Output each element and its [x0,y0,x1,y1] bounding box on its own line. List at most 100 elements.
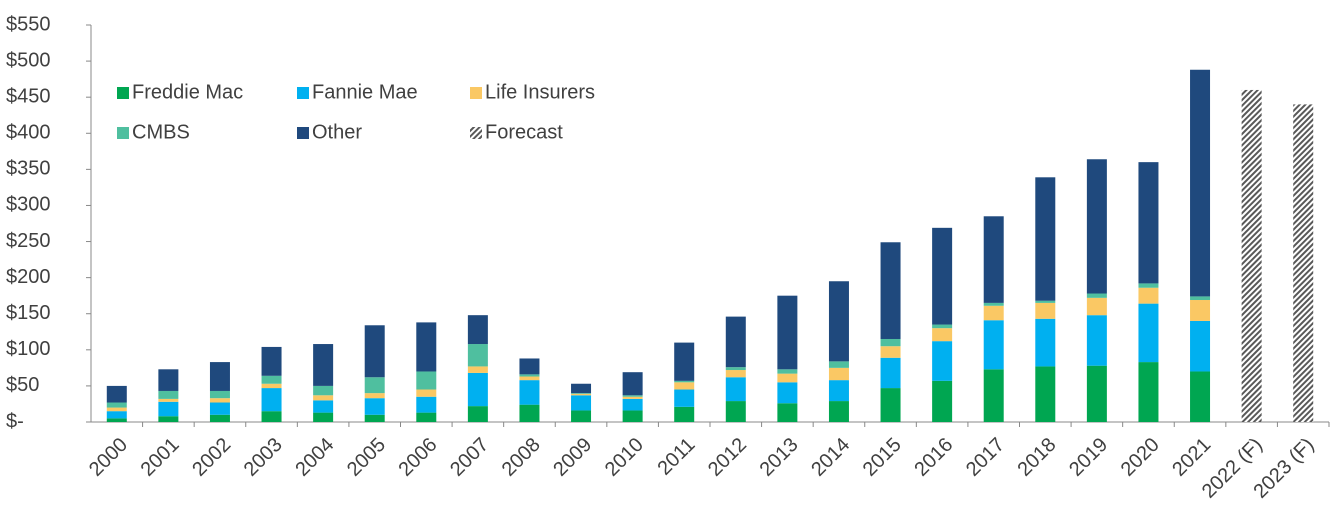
bar-segment [416,389,437,397]
bar-segment [880,346,901,358]
x-tick-label: 2001 [137,434,184,481]
bar-segment [1190,320,1211,372]
bar-segment [1035,318,1056,367]
bar-segment [777,403,798,422]
bar-segment [674,389,695,407]
bar-segment [416,371,437,390]
bar-segment [158,398,179,402]
bar-segment [622,410,643,422]
legend-swatch [117,87,129,99]
bar-segment [467,366,488,373]
bar-segment [1086,365,1107,422]
legend-label: Forecast [485,121,563,143]
x-tick-label: 2011 [654,434,700,480]
legend-label: Fannie Mae [312,81,418,103]
y-tick-label: $250 [6,230,51,252]
bar-segment [777,369,798,374]
x-tick-label: 2012 [704,434,751,481]
x-tick-label: 2006 [395,434,442,481]
bar-segment [467,315,488,345]
bar-segment [519,404,540,422]
bar-segment [261,383,282,389]
legend-label: Freddie Mac [132,81,243,103]
bar-segment [416,396,437,413]
bar-segment [209,402,230,415]
bar-segment [1035,366,1056,422]
bar-segment [1086,159,1107,294]
bar-segment [416,412,437,422]
x-tick-label: 2018 [1014,434,1061,481]
bar-segment [674,382,695,390]
x-tick-label: 2017 [962,434,1009,481]
bar-segment [1241,89,1262,423]
bar-segment [777,382,798,404]
bar-segment [1190,296,1211,301]
bar-segment [674,406,695,422]
bar-segment [1138,287,1159,304]
bar-segment [932,380,953,422]
y-tick-label: $100 [6,338,51,360]
x-tick-label: 2016 [910,434,957,481]
legend-swatch [470,87,482,99]
bar-segment [571,395,592,411]
bar-segment [828,361,849,368]
bar-segment [622,396,643,399]
bar-segment [828,367,849,381]
bar-segment [880,357,901,389]
bar-segment [209,414,230,422]
bar-segment [571,393,592,394]
bar-segment [519,380,540,405]
y-tick-label: $200 [6,266,51,288]
bar-segment [364,325,385,378]
bar-segment [1138,362,1159,422]
bar-segment [261,388,282,412]
bar-segment [519,376,540,381]
x-tick-label: 2014 [807,434,854,481]
x-tick-label: 2000 [85,434,132,481]
legend-swatch [117,127,129,139]
bar-segment [983,369,1004,422]
x-tick-label: 2008 [498,434,545,481]
bar-segment [880,388,901,422]
bar-segment [777,295,798,370]
bar-segment [467,406,488,422]
y-tick-label: $50 [6,374,39,396]
bar-segment [828,401,849,422]
bar-segment [674,380,695,383]
y-tick-label: $300 [6,194,51,216]
x-tick-label: 2019 [1065,434,1112,481]
bar-segment [1190,69,1211,297]
bar-segment [571,393,592,396]
bar-segment [106,385,127,403]
bar-segment [725,367,746,371]
bar-segment [571,383,592,394]
legend-swatch [297,87,309,99]
bar-segment [622,372,643,396]
x-tick-label: 2005 [343,434,390,481]
x-tick-label: 2002 [188,434,235,481]
bar-segment [777,373,798,383]
bar-segment [261,411,282,422]
y-tick-label: $450 [6,85,51,107]
bar-segment [106,411,127,419]
y-tick-label: $550 [6,13,51,35]
bar-segment [880,242,901,339]
bar-segment [622,395,643,397]
bar-segment [725,316,746,368]
bar-segment [158,390,179,399]
bar-segment [571,410,592,422]
bar-segment [932,341,953,381]
bar-segment [932,328,953,342]
bar-segment [313,400,334,413]
bar-segment [209,390,230,399]
bar-segment [416,322,437,372]
x-tick-label: 2015 [859,434,906,481]
bar-segment [519,358,540,375]
bar-segment [364,414,385,422]
bar-segment [1138,283,1159,288]
bar-segment [158,369,179,391]
bar-segment [983,302,1004,306]
x-tick-label: 2003 [240,434,287,481]
bar-segment [983,305,1004,321]
